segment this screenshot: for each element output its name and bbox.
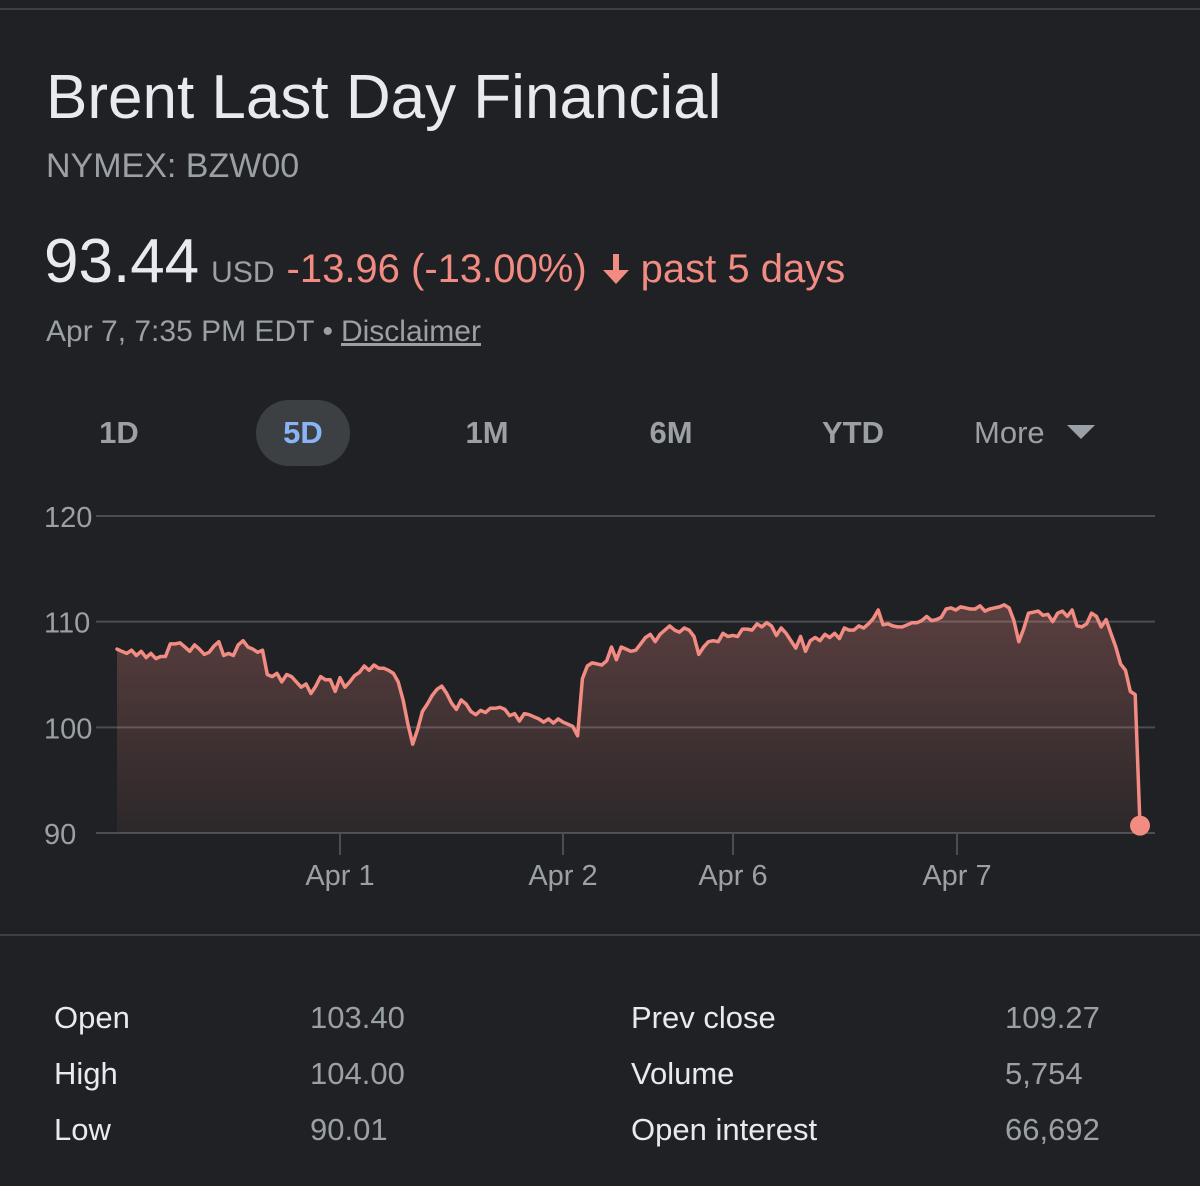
last-price-dot [1130,815,1150,836]
caret-down-icon [1066,424,1095,439]
ticker-symbol: NYMEX: BZW00 [46,147,300,185]
y-tick-label: 120 [44,502,92,534]
stat-row-low: Low 90.01 [54,1102,405,1158]
stat-label-low: Low [54,1112,111,1147]
arrow-down-icon [601,252,631,286]
range-tabs: 1D 5D 1M 6M YTD More [0,400,1200,466]
tab-1m[interactable]: 1M [465,415,509,450]
top-divider [0,0,1200,10]
x-tick-label: Apr 6 [698,860,767,892]
quote-timestamp: Apr 7, 7:35 PM EDT [46,315,315,348]
price-line [115,603,1142,828]
x-tick-label: Apr 7 [922,860,991,892]
stat-label-open: Open [54,1000,130,1035]
stat-value-open-interest: 66,692 [1005,1112,1100,1147]
stat-row-volume: Volume 5,754 [631,1046,1100,1102]
y-tick-label: 100 [44,713,92,745]
currency-code: USD [211,256,275,289]
more-ranges-button[interactable]: More [974,400,1095,466]
quote-row: 93.44 USD -13.96 (-13.00%) past 5 days [44,226,845,298]
stat-value-open: 103.40 [310,1000,405,1035]
disclaimer-link[interactable]: Disclaimer [340,315,481,348]
stats-left: Open 103.40 High 104.00 Low 90.01 [54,990,405,1158]
price-change: -13.96 (-13.00%) [286,247,587,291]
stat-label-volume: Volume [631,1056,735,1091]
y-tick-label: 90 [44,819,76,851]
x-tick-label: Apr 2 [528,860,597,892]
price-chart: 120 110 100 90 Apr 1 Apr 2 Apr 6 Apr 7 [44,502,1155,892]
stat-value-prev-close: 109.27 [1005,1000,1100,1035]
price-area-fill [117,604,1140,833]
stat-label-prev-close: Prev close [631,1000,776,1035]
tab-ytd[interactable]: YTD [822,415,884,450]
stat-row-prev-close: Prev close 109.27 [631,990,1100,1046]
stats-right: Prev close 109.27 Volume 5,754 Open inte… [631,990,1100,1158]
timestamp-row: Apr 7, 7:35 PM EDT • Disclaimer [46,313,481,351]
stat-row-high: High 104.00 [54,1046,405,1102]
more-label: More [974,415,1045,450]
stat-row-open-interest: Open interest 66,692 [631,1102,1100,1158]
instrument-title: Brent Last Day Financial [46,63,722,132]
change-period: past 5 days [640,247,846,291]
stat-value-low: 90.01 [310,1112,388,1147]
stat-value-volume: 5,754 [1005,1056,1083,1091]
separator-dot: • [322,315,333,348]
stat-label-high: High [54,1056,118,1091]
tab-1d[interactable]: 1D [99,415,139,450]
stat-row-open: Open 103.40 [54,990,405,1046]
stat-label-open-interest: Open interest [631,1112,818,1147]
section-divider [0,934,1200,936]
tab-6m[interactable]: 6M [649,415,693,450]
y-tick-label: 110 [44,608,90,640]
current-price: 93.44 [44,227,200,296]
x-tick-label: Apr 1 [305,860,374,892]
tab-5d[interactable]: 5D [256,400,350,466]
stat-value-high: 104.00 [310,1056,405,1091]
